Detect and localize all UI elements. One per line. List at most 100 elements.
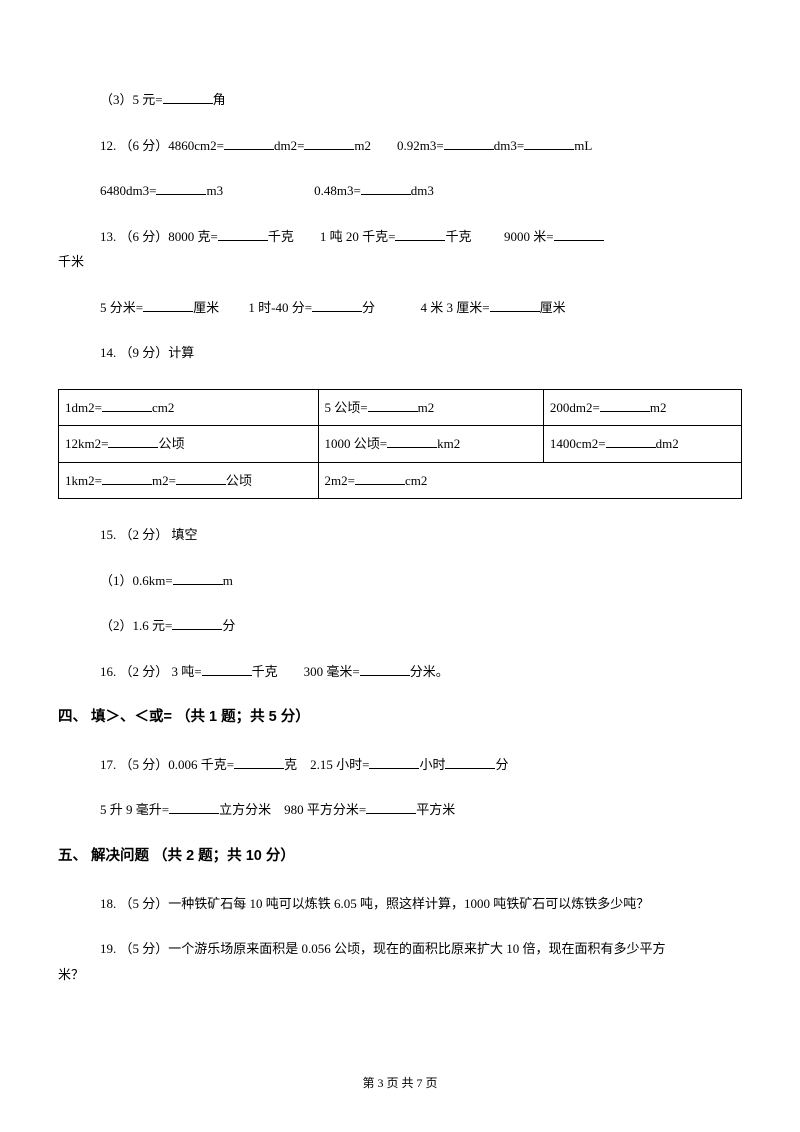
unit: 角 [213,92,226,107]
cell-text: 1dm2= [65,400,102,415]
blank [444,136,494,150]
q11-sub3: （3）5 元= 角 [58,90,742,110]
cell-unit: m2 [650,400,667,415]
blank [366,800,416,814]
cell-text: 5 公顷= [325,400,368,415]
cell-unit: cm2 [152,400,174,415]
blank [361,181,411,195]
blank [387,434,437,448]
q17-line1: 17. （5 分）0.006 千克=克 2.15 小时=小时分 [58,755,742,775]
q12-line1: 12. （6 分）4860cm2=dm2=m2 0.92m3=dm3=mL [58,136,742,156]
text: 四、 填＞、＜或= （共 1 题；共 5 分） [58,709,310,725]
unit: 立方分米 [219,802,271,817]
text: 18. （5 分）一种铁矿石每 10 吨可以炼铁 6.05 吨，照这样计算，10… [100,896,649,911]
text: 16. （2 分） 3 吨= [100,664,202,679]
page-number: 第 3 页 共 7 页 [362,1076,437,1090]
blank [169,800,219,814]
unit: dm3= [494,138,524,153]
cell-unit: km2 [437,436,460,451]
text: 5 升 9 毫升= [100,802,169,817]
unit: 分 [362,300,375,315]
unit: m [223,573,233,588]
blank [143,298,193,312]
q14-header: 14. （9 分）计算 [58,343,742,363]
cell-text: 1400cm2= [550,436,606,451]
blank [445,755,495,769]
unit: dm2= [274,138,304,153]
blank [368,398,418,412]
section-4-header: 四、 填＞、＜或= （共 1 题；共 5 分） [58,707,742,729]
unit: 小时 [419,757,445,772]
q19: 19. （5 分）一个游乐场原来面积是 0.056 公顷，现在的面积比原来扩大 … [58,939,742,959]
unit: 克 [284,757,297,772]
cell-unit: m2= [152,473,176,488]
text: 2.15 小时= [310,757,369,772]
blank [102,471,152,485]
cell-text: 200dm2= [550,400,600,415]
blank [395,227,445,241]
unit: m3 [206,183,223,198]
text: 17. （5 分）0.006 千克= [100,757,234,772]
cell-text: 12km2= [65,436,108,451]
text: 6480dm3= [100,183,156,198]
q13-line2: 5 分米=厘米 1 时-40 分=分 4 米 3 厘米=厘米 [58,298,742,318]
cell-text: 2m2= [325,473,355,488]
blank [369,755,419,769]
unit: 分米。 [410,664,449,679]
q12-line2: 6480dm3=m3 0.48m3=dm3 [58,181,742,201]
cell-unit: dm2 [656,436,679,451]
text: 980 平方分米= [284,802,366,817]
blank [173,571,223,585]
blank [202,662,252,676]
text: 15. （2 分） 填空 [100,527,198,542]
q15-sub1: （1）0.6km= m [58,571,742,591]
unit: 分 [222,618,235,633]
blank [360,662,410,676]
blank [606,434,656,448]
cell-unit: 公顷 [158,436,184,451]
q17-line2: 5 升 9 毫升= 立方分米 980 平方分米= 平方米 [58,800,742,820]
unit: 千米 [58,254,84,269]
blank [312,298,362,312]
blank [490,298,540,312]
blank [218,227,268,241]
blank [163,90,213,104]
unit: m2 [354,138,371,153]
q19-cont: 米？ [58,965,742,985]
unit: mL [574,138,592,153]
blank [234,755,284,769]
text: 1 吨 20 千克= [320,229,396,244]
cell-unit: 公顷 [226,473,252,488]
text: 米？ [58,967,84,982]
blank [156,181,206,195]
section-5-header: 五、 解决问题 （共 2 题；共 10 分） [58,846,742,868]
text: （1）0.6km= [100,573,173,588]
text: 1 时-40 分= [248,300,312,315]
blank [102,398,152,412]
unit: 千克 [268,229,294,244]
blank [554,227,604,241]
unit: 平方米 [416,802,455,817]
text: 0.48m3= [314,183,361,198]
cell-unit: cm2 [405,473,427,488]
blank [224,136,274,150]
blank [600,398,650,412]
q15-header: 15. （2 分） 填空 [58,525,742,545]
text: 五、 解决问题 （共 2 题；共 10 分） [58,848,295,864]
cell-text: 1km2= [65,473,102,488]
unit: 千克 [252,664,278,679]
blank [172,616,222,630]
blank [355,471,405,485]
blank [524,136,574,150]
q13-line1: 13. （6 分）8000 克=千克 1 吨 20 千克=千克 9000 米= [58,227,742,247]
cell-unit: m2 [418,400,435,415]
unit: 厘米 [540,300,566,315]
text: （3）5 元= [100,92,163,107]
q18: 18. （5 分）一种铁矿石每 10 吨可以炼铁 6.05 吨，照这样计算，10… [58,894,742,914]
text: （2）1.6 元= [100,618,172,633]
q15-sub2: （2）1.6 元= 分 [58,616,742,636]
text: 4 米 3 厘米= [421,300,490,315]
blank [176,471,226,485]
unit: 千克 [445,229,471,244]
text: 5 分米= [100,300,143,315]
